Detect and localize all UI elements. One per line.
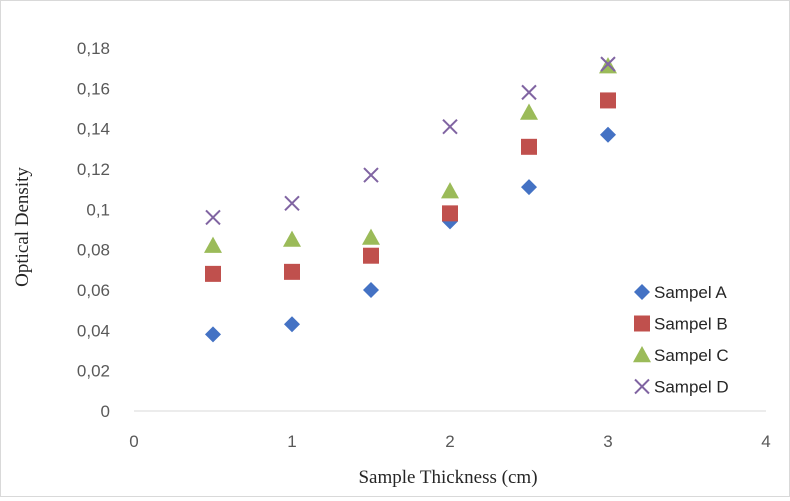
x-axis-title: Sample Thickness (cm)	[358, 467, 537, 488]
x-tick-label: 4	[761, 432, 770, 451]
x-marker-stroke	[363, 167, 379, 183]
data-point-sampel-c	[520, 103, 538, 120]
data-point-sampel-b	[284, 263, 300, 280]
x-marker-stroke	[442, 118, 458, 135]
data-point-sampel-d	[521, 84, 537, 101]
legend-label-sampel-c: Sampel C	[654, 346, 729, 365]
legend-item-sampel-a: Sampel A	[634, 283, 727, 302]
legend: Sampel A Sampel B Sampel C Sampel D	[633, 283, 729, 397]
y-tick-label: 0	[101, 402, 110, 421]
data-point-sampel-b	[205, 265, 221, 282]
legend-marker-sampel-d	[634, 378, 650, 395]
data-point-sampel-a	[521, 179, 537, 196]
data-point-sampel-c	[441, 182, 459, 199]
data-point-sampel-b	[442, 205, 458, 222]
data-point-sampel-a	[205, 326, 221, 343]
series-sampel-a	[205, 126, 616, 343]
legend-marker-sampel-b	[634, 315, 650, 332]
y-tick-label: 0,12	[77, 160, 110, 179]
legend-label-sampel-d: Sampel D	[654, 378, 729, 397]
data-point-sampel-d	[205, 209, 221, 226]
y-tick-label: 0,16	[77, 79, 110, 98]
data-point-sampel-a	[363, 282, 379, 298]
data-point-sampel-a	[600, 126, 616, 143]
data-point-sampel-d	[363, 167, 379, 183]
data-point-sampel-b	[521, 138, 537, 155]
x-marker-stroke	[521, 84, 537, 101]
series-layer	[204, 56, 617, 343]
data-point-sampel-b	[363, 247, 379, 264]
y-tick-label: 0,08	[77, 241, 110, 260]
x-tick-label: 0	[129, 432, 138, 451]
data-point-sampel-d	[284, 195, 300, 211]
x-tick-label: 3	[603, 432, 612, 451]
y-tick-label: 0,18	[77, 39, 110, 58]
x-marker-stroke	[634, 378, 650, 395]
y-axis-ticks: 0 0,02 0,04 0,06 0,08 0,1 0,12 0,14 0,16 0,18	[77, 39, 110, 421]
data-point-sampel-b	[600, 92, 616, 109]
y-tick-label: 0,04	[77, 321, 110, 340]
y-tick-label: 0,14	[77, 120, 110, 139]
legend-marker-sampel-a	[634, 284, 650, 300]
x-marker-stroke	[600, 56, 616, 72]
series-sampel-b	[205, 92, 616, 282]
data-point-sampel-c	[283, 230, 301, 247]
x-marker-stroke	[205, 209, 221, 226]
legend-item-sampel-d: Sampel D	[634, 378, 729, 397]
y-tick-label: 0,06	[77, 281, 110, 300]
legend-item-sampel-c: Sampel C	[633, 346, 729, 365]
x-tick-label: 1	[287, 432, 296, 451]
legend-item-sampel-b: Sampel B	[634, 315, 728, 334]
data-point-sampel-a	[284, 316, 300, 333]
x-tick-label: 2	[445, 432, 454, 451]
data-point-sampel-c	[362, 228, 380, 245]
x-marker-stroke	[284, 195, 300, 211]
data-point-sampel-d	[442, 118, 458, 135]
legend-label-sampel-a: Sampel A	[654, 283, 727, 302]
y-tick-label: 0,02	[77, 362, 110, 381]
data-point-sampel-c	[204, 236, 222, 253]
data-point-sampel-d	[600, 56, 616, 72]
y-tick-label: 0,1	[86, 200, 110, 219]
legend-marker-sampel-c	[633, 346, 651, 363]
y-axis-title: Optical Density	[12, 167, 33, 287]
legend-label-sampel-b: Sampel B	[654, 315, 728, 334]
x-axis-ticks: 0 1 2 3 4	[129, 432, 770, 451]
series-sampel-d	[205, 56, 616, 226]
series-sampel-c	[204, 57, 617, 253]
